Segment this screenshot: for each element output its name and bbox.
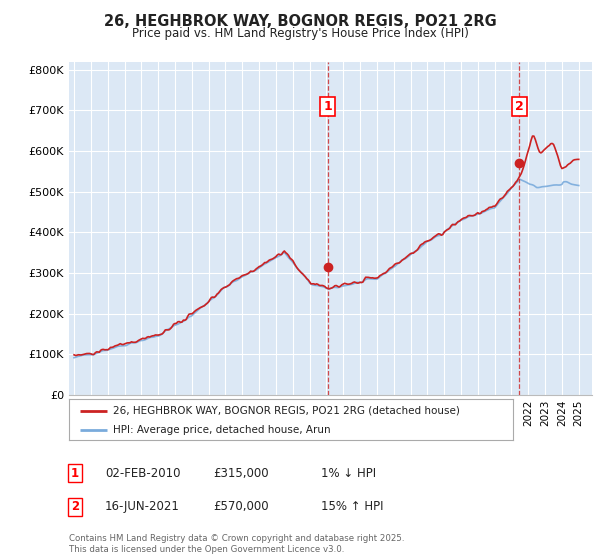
Text: £570,000: £570,000: [213, 500, 269, 514]
Text: Price paid vs. HM Land Registry's House Price Index (HPI): Price paid vs. HM Land Registry's House …: [131, 27, 469, 40]
Text: 1: 1: [323, 100, 332, 113]
Text: 2: 2: [515, 100, 524, 113]
Text: 26, HEGHBROK WAY, BOGNOR REGIS, PO21 2RG: 26, HEGHBROK WAY, BOGNOR REGIS, PO21 2RG: [104, 14, 496, 29]
Text: 26, HEGHBROK WAY, BOGNOR REGIS, PO21 2RG (detached house): 26, HEGHBROK WAY, BOGNOR REGIS, PO21 2RG…: [113, 405, 460, 416]
Text: £315,000: £315,000: [213, 466, 269, 480]
Text: 1% ↓ HPI: 1% ↓ HPI: [321, 466, 376, 480]
Text: Contains HM Land Registry data © Crown copyright and database right 2025.
This d: Contains HM Land Registry data © Crown c…: [69, 534, 404, 554]
Text: 02-FEB-2010: 02-FEB-2010: [105, 466, 181, 480]
Text: 15% ↑ HPI: 15% ↑ HPI: [321, 500, 383, 514]
Text: 1: 1: [71, 466, 79, 480]
Text: 16-JUN-2021: 16-JUN-2021: [105, 500, 180, 514]
Text: HPI: Average price, detached house, Arun: HPI: Average price, detached house, Arun: [113, 424, 331, 435]
Text: 2: 2: [71, 500, 79, 514]
